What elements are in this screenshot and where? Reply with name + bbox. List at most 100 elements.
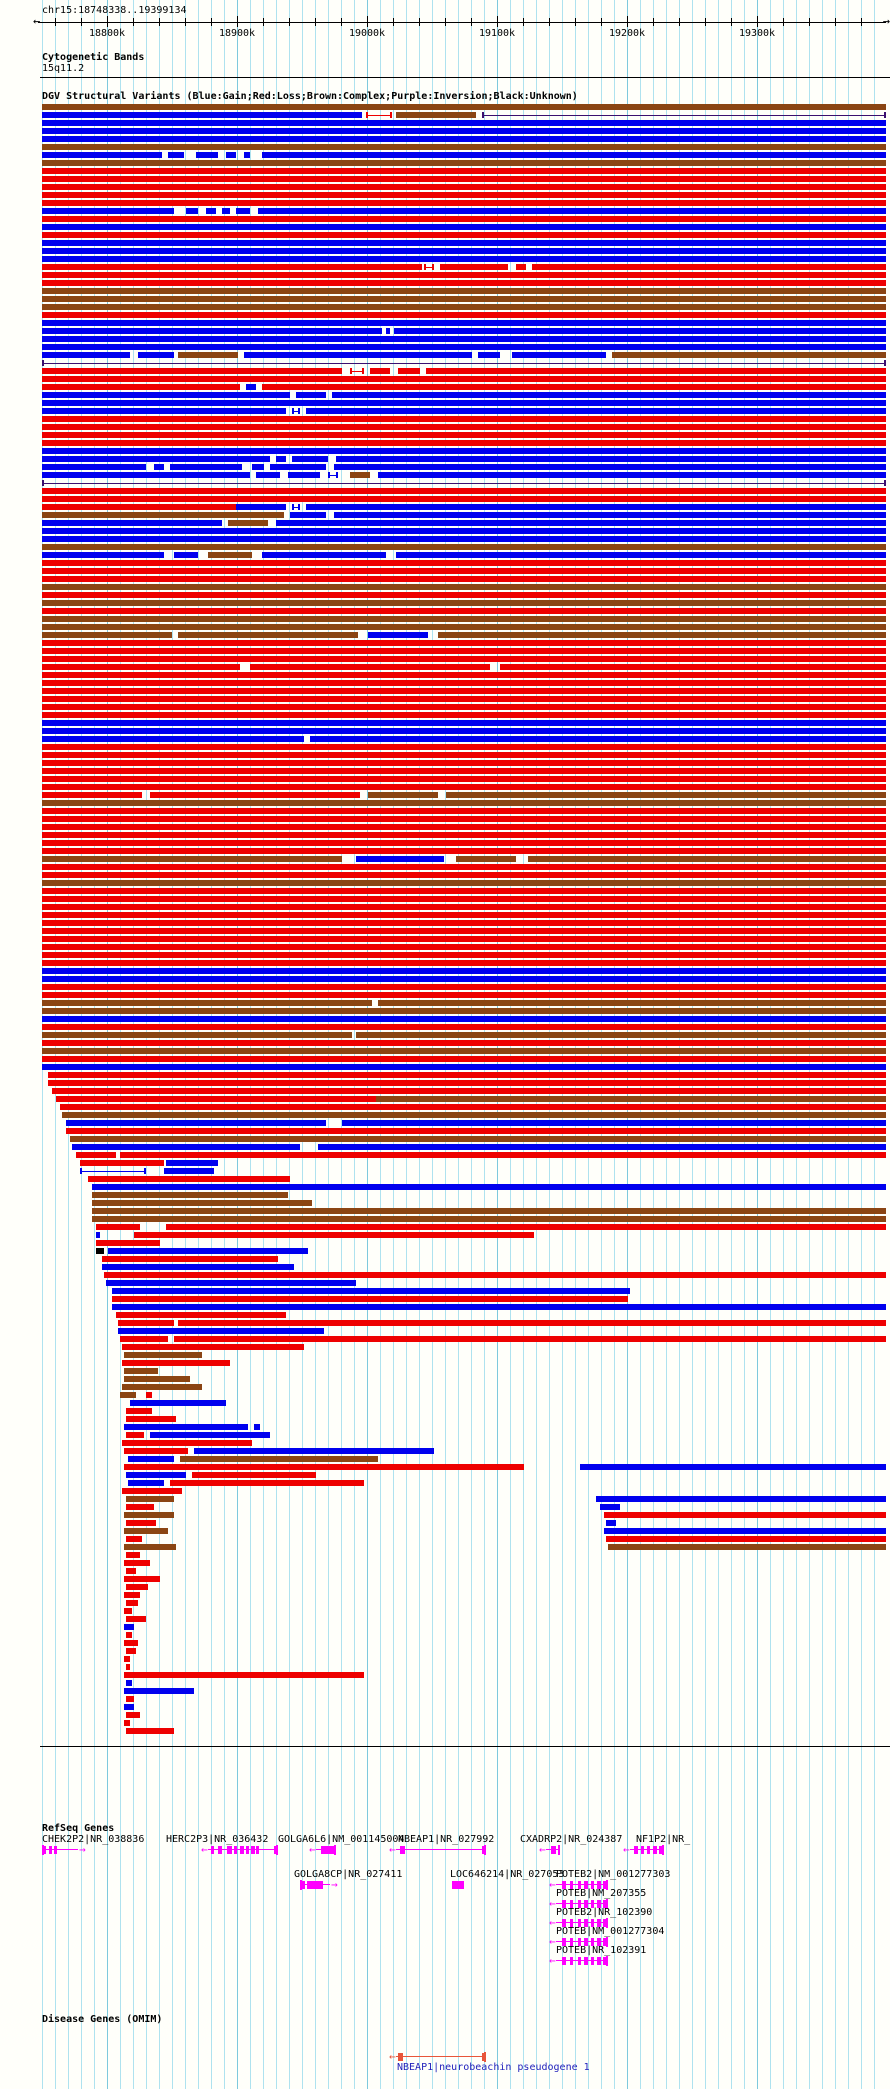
sv-gain[interactable] [270, 464, 326, 470]
sv-gain[interactable] [244, 352, 472, 358]
sv-loss[interactable] [122, 1440, 252, 1446]
sv-loss[interactable] [42, 576, 886, 582]
sv-gain[interactable] [254, 1424, 260, 1430]
sv-gain[interactable] [42, 400, 886, 406]
sv-gain[interactable] [196, 152, 218, 158]
sv-loss[interactable] [440, 264, 508, 270]
sv-loss[interactable] [124, 1608, 132, 1614]
sv-gain[interactable] [262, 552, 386, 558]
sv-loss[interactable] [48, 1080, 886, 1086]
sv-complex[interactable] [180, 1456, 378, 1462]
sv-gain[interactable] [368, 632, 428, 638]
sv-loss[interactable] [42, 488, 886, 494]
sv-loss[interactable] [42, 440, 886, 446]
sv-gain[interactable] [42, 240, 886, 246]
sv-gain[interactable] [342, 1120, 886, 1126]
sv-gain[interactable] [246, 384, 256, 390]
refseq-gene-label[interactable]: POTEB|NM_001277304 [556, 1926, 665, 1937]
sv-gain[interactable] [394, 328, 886, 334]
sv-complex[interactable] [42, 512, 284, 518]
coordinate-ruler[interactable]: chr15:18748338..19399134 ← → 18800k 18900… [0, 0, 890, 46]
sv-complex[interactable] [42, 584, 886, 590]
sv-loss[interactable] [250, 664, 490, 670]
sv-loss[interactable] [126, 1568, 136, 1574]
sv-complex[interactable] [42, 1008, 886, 1014]
sv-loss[interactable] [124, 1448, 188, 1454]
sv-gain[interactable] [596, 1496, 886, 1502]
sv-complex[interactable] [42, 288, 886, 294]
sv-loss[interactable] [42, 504, 240, 510]
sv-loss[interactable] [116, 1312, 286, 1318]
sv-unknown[interactable] [96, 1248, 104, 1254]
sv-gain[interactable] [138, 352, 174, 358]
sv-gain[interactable] [42, 528, 886, 534]
sv-gain[interactable] [130, 1400, 226, 1406]
sv-complex[interactable] [92, 1216, 886, 1222]
sv-gain[interactable] [66, 1120, 326, 1126]
sv-gain[interactable] [42, 224, 886, 230]
sv-loss[interactable] [42, 1040, 886, 1046]
refseq-gene-model[interactable]: ← [309, 1844, 336, 1855]
sv-complex[interactable] [62, 1112, 886, 1118]
refseq-gene-label[interactable]: CHEK2P2|NR_038836 [42, 1834, 145, 1845]
sv-complex[interactable] [92, 1208, 886, 1214]
refseq-gene-label[interactable]: HERC2P3|NR_036432 [166, 1834, 269, 1845]
sv-gain[interactable] [604, 1528, 886, 1534]
sv-loss[interactable] [42, 904, 886, 910]
sv-complex[interactable] [350, 472, 370, 478]
sv-loss[interactable] [146, 1392, 152, 1398]
sv-loss[interactable] [76, 1152, 116, 1158]
refseq-gene-model[interactable]: ← [539, 1844, 560, 1855]
sv-complex[interactable] [368, 792, 438, 798]
sv-loss[interactable] [96, 1224, 140, 1230]
sv-gain[interactable] [256, 472, 280, 478]
refseq-gene-model[interactable] [452, 1880, 464, 1890]
sv-loss[interactable] [126, 1712, 140, 1718]
sv-loss[interactable] [42, 744, 886, 750]
sv-gain[interactable] [42, 320, 886, 326]
omim-gene-model[interactable]: ← [389, 2051, 486, 2062]
sv-gain[interactable] [222, 208, 230, 214]
sv-gain[interactable] [42, 456, 270, 462]
sv-loss[interactable] [42, 672, 886, 678]
sv-loss[interactable] [120, 1336, 168, 1342]
sv-gain[interactable] [244, 152, 250, 158]
sv-loss[interactable] [150, 792, 360, 798]
sv-gain[interactable] [42, 248, 886, 254]
sv-gain[interactable] [124, 1424, 248, 1430]
sv-loss[interactable] [124, 1560, 150, 1566]
sv-gain[interactable] [318, 1144, 886, 1150]
sv-gain[interactable] [42, 344, 886, 350]
sv-complex[interactable] [208, 552, 252, 558]
sv-loss[interactable] [370, 368, 390, 374]
sv-complex[interactable] [42, 544, 886, 550]
sv-loss[interactable] [122, 1488, 182, 1494]
sv-complex[interactable] [42, 800, 886, 806]
sv-gain[interactable] [194, 1448, 434, 1454]
sv-loss[interactable] [42, 848, 886, 854]
refseq-gene-model[interactable]: ← [549, 1936, 608, 1947]
sv-gain[interactable] [126, 1472, 186, 1478]
sv-complex[interactable] [42, 624, 886, 630]
sv-loss[interactable] [120, 1152, 886, 1158]
sv-gain[interactable] [42, 464, 146, 470]
sv-gain[interactable] [258, 208, 886, 214]
sv-loss[interactable] [118, 1320, 174, 1326]
sv-gain[interactable] [580, 1464, 886, 1470]
sv-loss[interactable] [500, 664, 886, 670]
sv-loss[interactable] [42, 896, 886, 902]
sv-gain[interactable] [206, 208, 216, 214]
sv-thin-span[interactable] [138, 667, 152, 668]
sv-loss[interactable] [42, 936, 886, 942]
sv-complex[interactable] [396, 112, 476, 118]
sv-gain[interactable] [112, 1304, 886, 1310]
sv-complex[interactable] [70, 1136, 886, 1142]
sv-complex[interactable] [42, 616, 886, 622]
sv-loss[interactable] [42, 688, 886, 694]
sv-complex[interactable] [42, 144, 886, 150]
sv-complex[interactable] [178, 632, 358, 638]
sv-complex[interactable] [378, 1000, 886, 1006]
sv-loss[interactable] [42, 992, 886, 998]
sv-gain[interactable] [42, 968, 886, 974]
